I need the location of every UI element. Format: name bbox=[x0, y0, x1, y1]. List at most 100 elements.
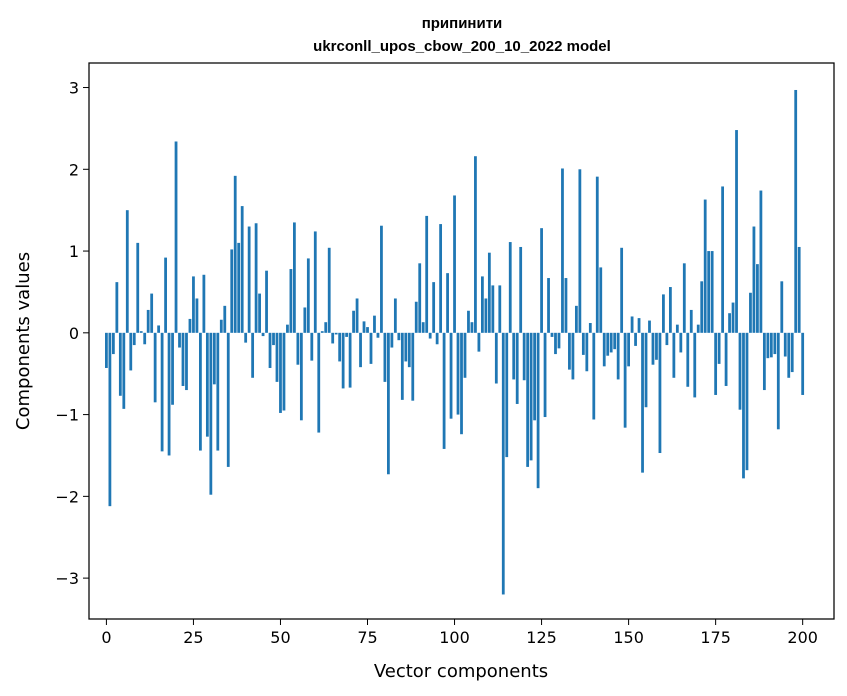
bar-140 bbox=[592, 332, 596, 420]
bar-68 bbox=[341, 332, 345, 389]
bar-26 bbox=[195, 298, 199, 333]
bar-40 bbox=[244, 332, 248, 343]
bar-58 bbox=[306, 258, 310, 333]
x-tick-label: 175 bbox=[700, 628, 731, 647]
bar-20 bbox=[174, 141, 178, 333]
bar-92 bbox=[425, 215, 429, 333]
bar-130 bbox=[557, 332, 561, 349]
bar-200 bbox=[801, 332, 805, 395]
bar-151 bbox=[630, 316, 634, 333]
bar-49 bbox=[275, 332, 279, 382]
bar-24 bbox=[188, 318, 192, 333]
bar-19 bbox=[171, 332, 174, 405]
bar-162 bbox=[668, 287, 672, 333]
x-tick-label: 0 bbox=[101, 628, 111, 647]
bar-47 bbox=[268, 332, 272, 368]
bar-158 bbox=[655, 332, 658, 360]
bar-194 bbox=[780, 281, 784, 333]
bar-51 bbox=[282, 332, 286, 411]
bar-17 bbox=[164, 257, 167, 333]
bar-1 bbox=[108, 332, 112, 507]
bar-116 bbox=[508, 242, 512, 333]
bar-119 bbox=[519, 246, 523, 333]
y-tick-label: 1 bbox=[69, 242, 79, 261]
bar-143 bbox=[602, 332, 606, 367]
bar-18 bbox=[167, 332, 171, 456]
bar-147 bbox=[616, 332, 620, 380]
bar-118 bbox=[515, 332, 519, 404]
bar-73 bbox=[359, 332, 362, 368]
y-tick-label: 3 bbox=[69, 79, 79, 98]
bar-177 bbox=[721, 186, 724, 333]
bar-172 bbox=[703, 199, 707, 333]
bar-187 bbox=[756, 264, 759, 333]
bar-142 bbox=[599, 267, 603, 333]
bar-111 bbox=[491, 285, 495, 333]
bar-88 bbox=[411, 332, 415, 401]
bar-90 bbox=[418, 263, 422, 333]
y-tick-label: 2 bbox=[69, 160, 79, 179]
bar-156 bbox=[648, 320, 651, 333]
bar-173 bbox=[707, 251, 711, 333]
bar-150 bbox=[627, 332, 630, 367]
bar-109 bbox=[484, 298, 488, 333]
bar-144 bbox=[606, 332, 610, 356]
bar-102 bbox=[460, 332, 463, 435]
bar-141 bbox=[595, 176, 599, 333]
bar-85 bbox=[400, 332, 404, 400]
bar-133 bbox=[568, 332, 571, 370]
bar-198 bbox=[794, 89, 798, 333]
bars-group bbox=[105, 89, 805, 595]
bar-87 bbox=[407, 332, 411, 368]
bar-167 bbox=[686, 332, 690, 387]
bar-197 bbox=[790, 332, 794, 373]
bar-123 bbox=[533, 332, 536, 421]
bar-11 bbox=[143, 332, 147, 345]
bar-57 bbox=[303, 307, 307, 333]
bar-176 bbox=[717, 332, 721, 364]
bar-193 bbox=[776, 332, 780, 430]
bar-55 bbox=[296, 332, 300, 365]
bar-107 bbox=[477, 332, 481, 352]
bar-28 bbox=[202, 274, 206, 333]
bar-103 bbox=[463, 332, 467, 378]
bar-45 bbox=[261, 332, 265, 337]
bar-145 bbox=[609, 332, 613, 353]
bar-135 bbox=[574, 305, 578, 333]
bar-36 bbox=[230, 249, 234, 333]
bar-50 bbox=[279, 332, 282, 413]
bar-52 bbox=[286, 324, 289, 333]
bar-37 bbox=[233, 175, 237, 333]
bar-31 bbox=[212, 332, 216, 385]
bar-82 bbox=[390, 332, 394, 348]
bar-115 bbox=[505, 332, 509, 458]
bar-2 bbox=[111, 332, 115, 355]
bar-159 bbox=[658, 332, 662, 454]
bar-75 bbox=[366, 327, 369, 333]
bar-188 bbox=[759, 190, 763, 333]
bar-139 bbox=[588, 323, 592, 333]
bar-84 bbox=[397, 332, 401, 341]
bar-69 bbox=[345, 332, 349, 337]
bar-29 bbox=[205, 332, 209, 437]
bar-185 bbox=[749, 292, 752, 333]
y-axis-label: Components values bbox=[13, 252, 34, 430]
bar-91 bbox=[421, 322, 425, 333]
bar-112 bbox=[494, 332, 498, 384]
bar-153 bbox=[637, 318, 641, 333]
bar-104 bbox=[467, 310, 470, 333]
bar-155 bbox=[644, 332, 648, 408]
chart-title: припинити bbox=[422, 15, 503, 32]
bar-146 bbox=[613, 332, 617, 350]
bar-129 bbox=[554, 332, 557, 355]
bar-93 bbox=[428, 332, 432, 339]
bar-81 bbox=[387, 332, 390, 475]
bar-191 bbox=[769, 332, 773, 358]
bar-100 bbox=[453, 195, 456, 333]
bar-126 bbox=[543, 332, 547, 418]
bar-65 bbox=[331, 332, 335, 344]
bar-124 bbox=[536, 332, 540, 489]
bar-134 bbox=[571, 332, 575, 380]
bar-186 bbox=[752, 226, 756, 333]
bar-108 bbox=[481, 276, 484, 333]
